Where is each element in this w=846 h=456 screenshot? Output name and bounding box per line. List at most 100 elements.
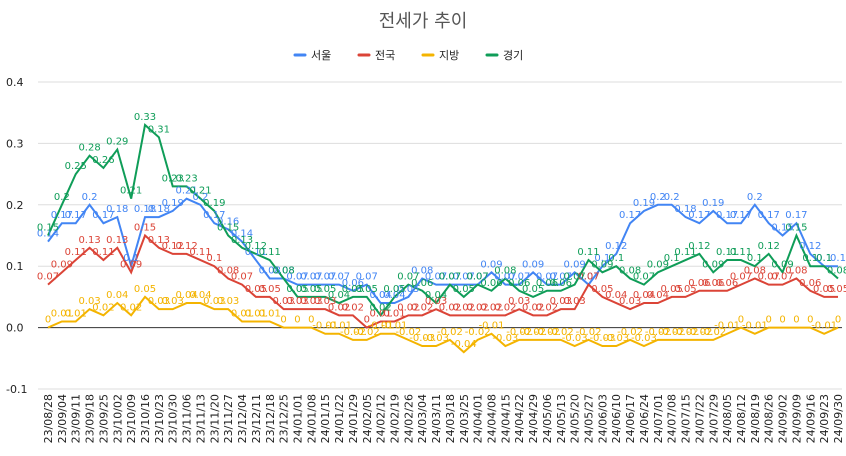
data-label: 0.1: [816, 253, 832, 264]
data-label: -0.02: [340, 327, 366, 338]
x-tick-label: 24/08/12: [735, 394, 748, 443]
data-label: 0.07: [467, 272, 489, 283]
data-label: 0.08: [619, 265, 641, 276]
data-label: -0.02: [673, 327, 699, 338]
x-tick-label: 23/09/04: [56, 394, 69, 443]
data-label: 0.12: [245, 241, 267, 252]
data-label: 0.04: [106, 290, 128, 301]
data-label: 0: [766, 315, 772, 326]
data-label: 0.03: [78, 296, 100, 307]
x-tick-label: 24/04/01: [472, 394, 485, 443]
data-label: 0.11: [92, 247, 114, 258]
data-label: 0.05: [259, 284, 281, 295]
x-tick-label: 23/09/25: [97, 394, 110, 443]
data-label: 0.14: [37, 229, 59, 240]
x-tick-label: 23/10/16: [139, 394, 152, 443]
data-label: 0.05: [591, 284, 613, 295]
data-label: 0.01: [383, 308, 405, 319]
data-label: 0.16: [217, 216, 239, 227]
data-label: -0.02: [520, 327, 546, 338]
data-label: 0.06: [342, 278, 364, 289]
data-label: 0.06: [799, 278, 821, 289]
data-label: 0.07: [564, 272, 586, 283]
data-label: 0.15: [37, 223, 59, 234]
data-label: -0.02: [354, 327, 380, 338]
data-label: 0.18: [148, 204, 170, 215]
chart-title: 전세가 추이: [379, 11, 468, 32]
y-tick-label: 0.1: [6, 260, 24, 273]
x-tick-label: 24/07/01: [652, 394, 665, 443]
data-label: 0.07: [467, 272, 489, 283]
data-label: 0.04: [605, 290, 627, 301]
data-label: 0.01: [369, 308, 391, 319]
data-label: 0.07: [494, 272, 516, 283]
data-label: 0.1: [206, 253, 222, 264]
data-label: 0.11: [189, 247, 211, 258]
data-label: 0.05: [300, 284, 322, 295]
x-tick-label: 24/02/26: [402, 394, 415, 443]
data-label: 0.09: [480, 259, 502, 270]
data-label: 0.2: [193, 192, 209, 203]
data-label: -0.03: [492, 333, 518, 344]
x-tick-label: 24/09/30: [832, 394, 845, 443]
data-label: 0.17: [51, 210, 73, 221]
data-label: 0.09: [771, 259, 793, 270]
data-label: 0.07: [425, 272, 447, 283]
x-tick-label: 24/04/22: [513, 394, 526, 443]
data-label: 0.07: [758, 272, 780, 283]
data-label: 0.07: [397, 272, 419, 283]
data-label: 0.04: [189, 290, 211, 301]
data-label: 0.11: [716, 247, 738, 258]
x-tick-label: 23/12/18: [264, 394, 277, 443]
data-label: 0.07: [453, 272, 475, 283]
data-label: 0.06: [480, 278, 502, 289]
data-label: -0.04: [451, 339, 477, 350]
data-label: 0.01: [245, 308, 267, 319]
x-tick-label: 23/12/11: [250, 394, 263, 443]
y-tick-label: -0.1: [6, 383, 27, 396]
x-tick-label: 23/10/09: [125, 394, 138, 443]
data-label: -0.02: [465, 327, 491, 338]
data-label: 0.19: [203, 198, 225, 209]
x-tick-label: 24/03/04: [416, 394, 429, 443]
data-label: -0.02: [686, 327, 712, 338]
data-label: 0.06: [702, 278, 724, 289]
x-tick-label: 23/10/02: [111, 394, 124, 443]
data-label: -0.02: [437, 327, 463, 338]
data-label: 0.17: [92, 210, 114, 221]
data-label: 0.1: [816, 253, 832, 264]
data-label: 0.2: [664, 192, 680, 203]
data-label: 0.08: [272, 265, 294, 276]
data-label: 0.05: [383, 284, 405, 295]
data-label: -0.03: [589, 333, 615, 344]
data-label: 0.09: [522, 259, 544, 270]
data-label: 0.05: [356, 284, 378, 295]
data-label: 0.09: [564, 259, 586, 270]
data-label: 0.2: [82, 192, 98, 203]
data-label: 0.11: [730, 247, 752, 258]
x-tick-label: 24/05/13: [555, 394, 568, 443]
x-tick-label: 24/01/22: [333, 394, 346, 443]
data-label: 0.07: [633, 272, 655, 283]
data-label: 0.17: [785, 210, 807, 221]
data-label: 0.19: [702, 198, 724, 209]
x-tick-label: 23/09/18: [84, 394, 97, 443]
data-label: 0.02: [439, 302, 461, 313]
y-tick-label: 0.4: [6, 76, 24, 89]
data-label: -0.02: [548, 327, 574, 338]
x-tick-label: 24/04/29: [527, 394, 540, 443]
data-label: -0.02: [659, 327, 685, 338]
data-label: -0.02: [576, 327, 602, 338]
data-label: -0.02: [506, 327, 532, 338]
data-label: 0.05: [827, 284, 846, 295]
data-label: 0.01: [259, 308, 281, 319]
data-label: 0.11: [674, 247, 696, 258]
data-label: 0.03: [286, 296, 308, 307]
data-label: 0.21: [189, 186, 211, 197]
data-label: -0.01: [479, 321, 505, 332]
data-label: 0.06: [688, 278, 710, 289]
data-label: 0.02: [411, 302, 433, 313]
data-label: 0.05: [813, 284, 835, 295]
data-label: 0.12: [688, 241, 710, 252]
data-label: 0.08: [744, 265, 766, 276]
